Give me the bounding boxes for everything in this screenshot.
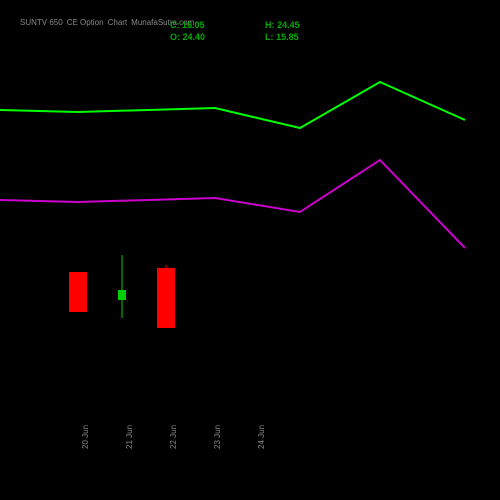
x-axis-label: 23 Jun <box>213 425 222 449</box>
candles-group <box>69 255 175 328</box>
candle-body <box>69 272 87 312</box>
x-axis-label: 21 Jun <box>125 425 134 449</box>
x-axis-label: 24 Jun <box>257 425 266 449</box>
lower-line <box>0 160 465 248</box>
candle-body <box>157 268 175 328</box>
x-axis-label: 20 Jun <box>81 425 90 449</box>
upper-line <box>0 82 465 128</box>
x-axis-labels: 20 Jun 21 Jun 22 Jun 23 Jun 24 Jun <box>0 405 500 465</box>
candle-body <box>118 290 126 300</box>
x-axis-label: 22 Jun <box>169 425 178 449</box>
